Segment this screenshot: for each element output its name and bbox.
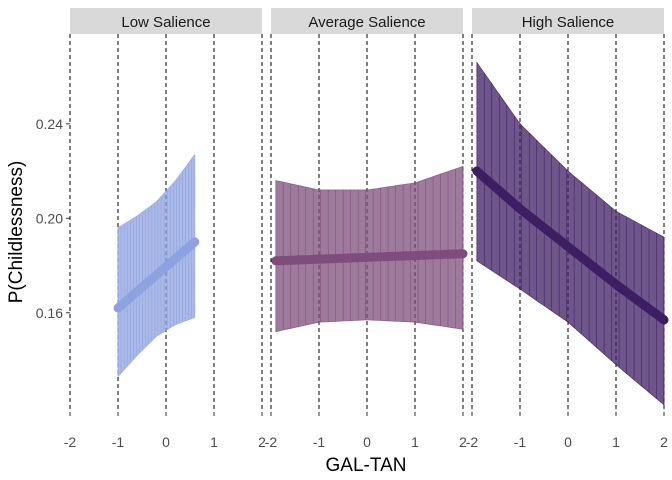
x-tick-label: 0 (363, 434, 371, 450)
x-tick-label: -2 (64, 434, 77, 450)
x-tick-label: 1 (612, 434, 620, 450)
strip-label: Average Salience (308, 14, 425, 31)
strip-label: Low Salience (121, 14, 210, 31)
x-tick-label: -1 (514, 434, 527, 450)
confidence-band (117, 153, 196, 378)
x-tick-label: 2 (459, 434, 467, 450)
series-line (113, 237, 200, 313)
x-tick-label: 2 (660, 434, 668, 450)
strip-background (472, 8, 664, 34)
panel-1: Low Salience -2 -1 0 1 2 (64, 8, 266, 450)
series-line (271, 249, 468, 266)
x-tick-label: 2 (258, 434, 266, 450)
y-tick-label: 0.16 (36, 305, 63, 321)
strip-background (70, 8, 262, 34)
series-line (472, 166, 669, 325)
x-tick-label: 0 (564, 434, 572, 450)
strip-background (271, 8, 463, 34)
confidence-band (275, 165, 464, 333)
panel-2: Average Salience -2 -1 0 1 2 (265, 8, 468, 450)
y-axis-title: P(Childlessness) (6, 161, 27, 304)
x-tick-label: -2 (466, 434, 479, 450)
x-tick-label: 1 (411, 434, 419, 450)
x-tick-label: -1 (313, 434, 326, 450)
x-tick-label: 1 (210, 434, 218, 450)
panel-3: High Salience -2 -1 0 1 2 (466, 8, 669, 450)
facet-panels: Low Salience -2 -1 0 1 2 Average Salience -2 -1 0… (64, 8, 669, 450)
confidence-band (476, 61, 665, 406)
x-tick-label: -1 (112, 434, 125, 450)
x-axis-title: GAL-TAN (326, 455, 407, 476)
x-tick-label: 0 (162, 434, 170, 450)
y-tick-label: 0.20 (36, 210, 63, 226)
strip-label: High Salience (522, 14, 615, 31)
y-axis: 0.16 0.20 0.24 (36, 116, 70, 321)
x-tick-label: -2 (265, 434, 278, 450)
y-tick-label: 0.24 (36, 116, 63, 132)
